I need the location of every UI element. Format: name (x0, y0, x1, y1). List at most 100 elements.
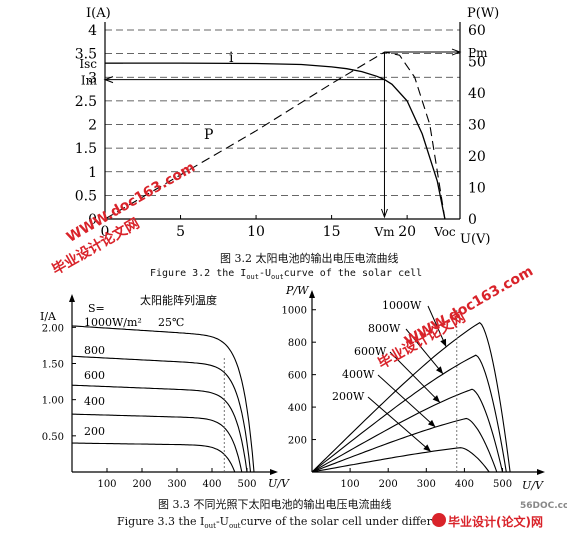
y-axis-label: I/A (40, 310, 57, 323)
x-tick: Vm (373, 225, 395, 239)
chart-series (103, 48, 462, 220)
y-tick-left: 0 (88, 212, 97, 228)
fig33-caption-en-b: -U (215, 515, 229, 528)
fig33-caption-en-sub1: out (204, 522, 216, 531)
p-200-label: 200W (332, 390, 365, 403)
y-axis-arrow-icon (309, 290, 315, 298)
label-arrow-icon (423, 444, 431, 452)
y-tick: 1000 (282, 306, 307, 317)
x-axis-arrow-icon (270, 469, 278, 475)
y-tick-right: 60 (468, 23, 486, 39)
x-tick: 300 (167, 479, 186, 490)
brand-logo-icon (432, 513, 446, 527)
x-tick: 5 (176, 224, 185, 240)
chart-grid (105, 29, 460, 219)
chart-axes (104, 22, 461, 220)
y-tick-left: 0.5 (75, 188, 97, 204)
y-tick: 400 (288, 403, 307, 414)
label-arrow-line (389, 351, 441, 403)
x-tick: 400 (202, 479, 221, 490)
y-tick-left: 2.5 (75, 94, 97, 110)
right-axis-label: P(W) (467, 6, 499, 21)
curve-p-label: P (204, 127, 213, 143)
label-arrow-icon (432, 395, 441, 403)
pv-curve-200W (311, 447, 490, 473)
y-tick: 600 (288, 371, 307, 382)
x-axis-label: U(V) (460, 232, 491, 247)
label-arrow-line (367, 396, 432, 452)
fig32-caption-en-c: curve of the solar cell (283, 268, 423, 279)
watermark-brand-logo: 毕业设计(论文)网 (448, 515, 543, 529)
iv-curve-600 (71, 384, 248, 473)
pv-curve-1000W (311, 322, 511, 473)
temp-label: 25℃ (158, 316, 184, 329)
fig32-caption-en-a: Figure 3.2 the I (150, 268, 247, 279)
iv-curve-400 (71, 413, 243, 473)
x-axis-label: U/V (522, 479, 544, 492)
fig32-caption-en-b: -U (258, 268, 272, 279)
x-tick: 10 (247, 224, 265, 240)
y-tick-right: 0 (468, 212, 477, 228)
pv-curve-600W (311, 388, 504, 473)
x-tick: 200 (132, 479, 151, 490)
irr-400-label: 400 (84, 395, 105, 408)
p-800-label: 800W (368, 322, 401, 335)
x-axis-label: U/V (268, 477, 290, 490)
y-tick-left: 3 (88, 70, 97, 86)
x-tick: 300 (417, 479, 436, 490)
irr-200-label: 200 (84, 425, 105, 438)
p-400-label: 400W (342, 368, 375, 381)
label-arrow-icon (427, 419, 436, 428)
irr-800-label: 800 (84, 344, 105, 357)
irr-1000-label: 1000W/m² (84, 316, 142, 329)
x-tick: 400 (455, 479, 474, 490)
x-tick: 500 (493, 479, 512, 490)
watermark-corner: 56DOC.com (520, 501, 567, 511)
chart-title: 太阳能阵列温度 (140, 293, 217, 307)
fig32-caption-cn: 图 3.2 太阳电池的输出电压电流曲线 (220, 252, 399, 265)
y-tick: 200 (288, 436, 307, 447)
y-tick: 2.00 (42, 323, 64, 334)
fig33-caption-en-sub2: out (228, 522, 241, 531)
p-600-label: 600W (354, 345, 387, 358)
x-tick: 100 (97, 479, 116, 490)
curve-i-label: i (229, 50, 234, 66)
y-tick-right: 50 (468, 55, 486, 71)
chart-arrows (367, 305, 447, 452)
y-tick-left: 1.5 (75, 141, 97, 157)
fig33-caption-en-c: curve of the solar cell under differe (240, 515, 439, 528)
fig33-caption-en-a: Figure 3.3 the I (117, 515, 205, 528)
label-arrow-line (377, 374, 436, 428)
x-tick: 20 (398, 224, 416, 240)
y-tick-right: 40 (468, 86, 486, 102)
fig33-caption-en: Figure 3.3 the Iout-Uoutcurve of the sol… (117, 515, 438, 530)
y-tick-right: 20 (468, 149, 486, 165)
label-arrow-line (405, 328, 444, 375)
chart-ticks: 100 200 300 400 500 0.50 1.00 1.50 2.00 (42, 323, 257, 490)
s-label: S= (88, 302, 105, 315)
chart-series (71, 325, 255, 473)
x-tick: 15 (323, 224, 341, 240)
y-tick-left: 2 (88, 118, 97, 134)
y-tick-left: Isc (79, 57, 97, 71)
chart-ticks: 100 200 300 400 500 200 400 600 800 1000 (282, 306, 513, 490)
iv-curve-200 (72, 442, 236, 473)
irr-600-label: 600 (84, 369, 105, 382)
y-tick: 800 (288, 338, 307, 349)
left-axis-label: I(A) (86, 6, 111, 21)
series-line-i (105, 62, 446, 220)
x-axis-arrow-icon (537, 469, 545, 475)
x-tick: 100 (341, 479, 360, 490)
y-tick-right: Pm (468, 46, 488, 60)
y-axis-arrow-icon (69, 294, 75, 302)
y-tick-left: 1 (88, 165, 97, 181)
iv-curve-1000 (71, 325, 255, 473)
fig33-caption-cn: 图 3.3 不同光照下太阳电池的输出电压电流曲线 (158, 498, 392, 511)
y-tick-right: 30 (468, 118, 486, 134)
y-tick: 1.00 (42, 396, 64, 407)
label-arrow-icon (440, 338, 447, 347)
x-tick: 200 (379, 479, 398, 490)
